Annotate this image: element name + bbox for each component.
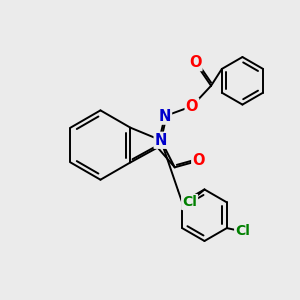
Text: Cl: Cl xyxy=(182,195,197,209)
Text: Cl: Cl xyxy=(235,224,250,239)
Text: N: N xyxy=(159,109,171,124)
Text: N: N xyxy=(155,133,167,148)
Text: O: O xyxy=(186,99,198,114)
Text: O: O xyxy=(192,153,205,168)
Text: O: O xyxy=(189,55,202,70)
